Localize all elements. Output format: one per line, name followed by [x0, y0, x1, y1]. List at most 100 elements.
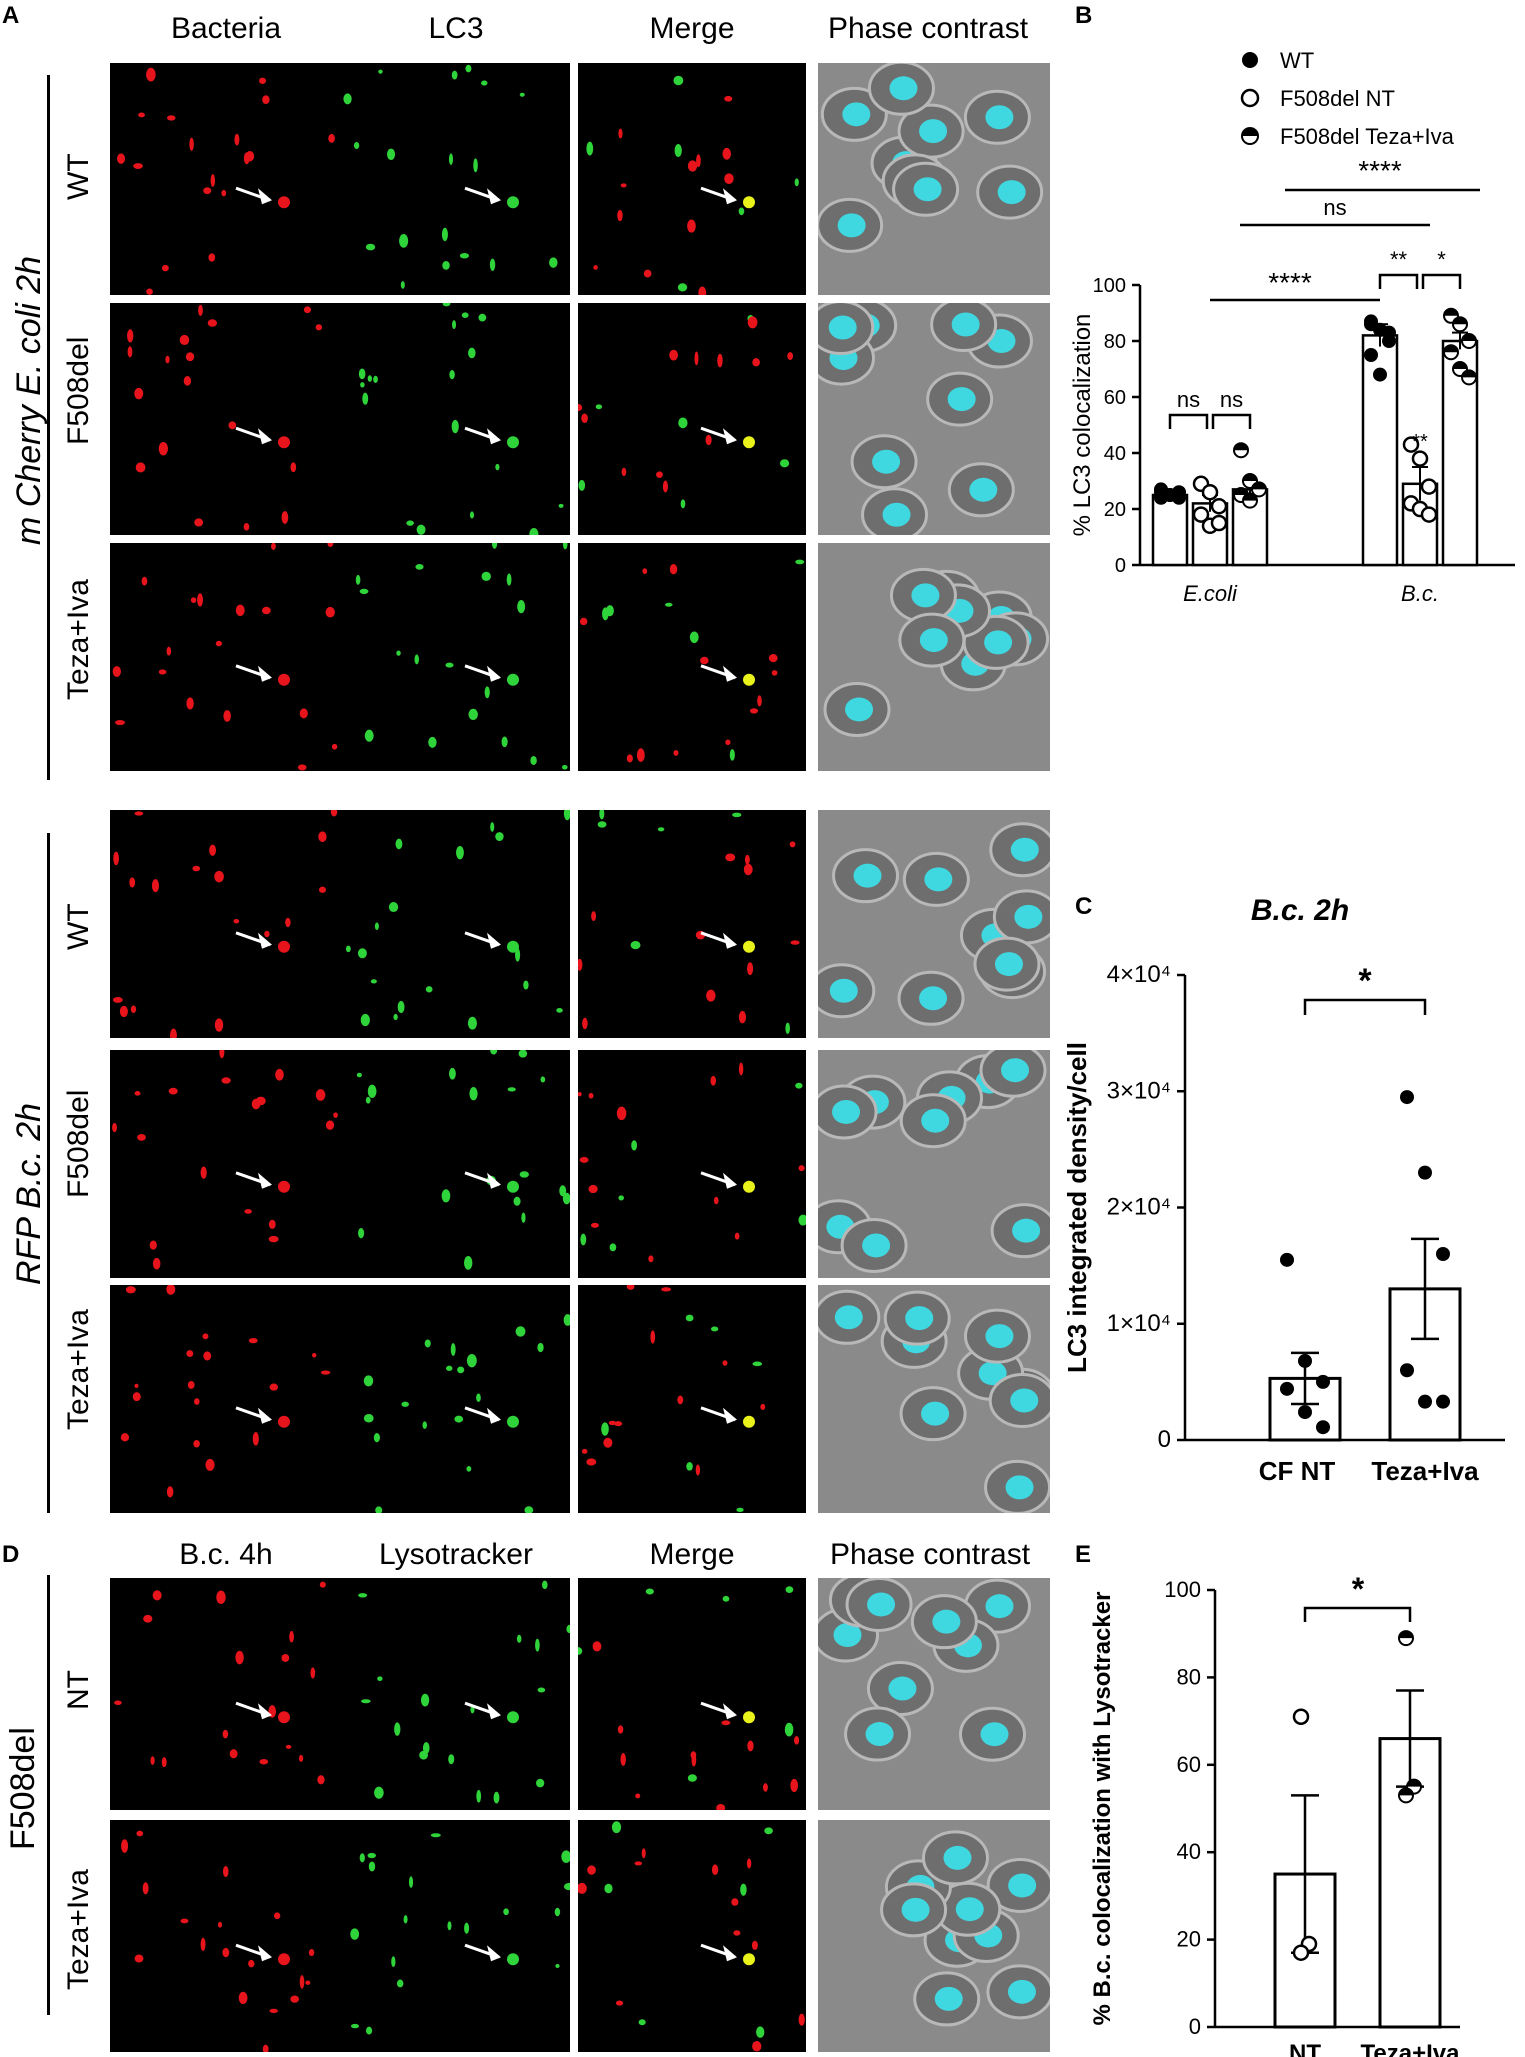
puncta	[112, 1122, 117, 1133]
arrow-head	[723, 188, 737, 205]
puncta	[645, 1588, 654, 1595]
puncta	[216, 1590, 226, 1604]
puncta	[114, 1700, 122, 1706]
puncta	[361, 1699, 371, 1704]
data-point-half	[1399, 1631, 1413, 1639]
puncta	[259, 77, 267, 84]
data-point-half	[1444, 345, 1458, 353]
puncta	[235, 604, 245, 617]
nucleus	[1010, 1388, 1039, 1413]
sig-ecoli-wt-nt	[1168, 413, 1209, 429]
puncta	[297, 764, 307, 771]
puncta	[441, 1189, 451, 1203]
nucleus	[932, 1609, 961, 1634]
puncta	[626, 754, 633, 763]
nucleus	[985, 105, 1014, 130]
group-label: E.coli	[1183, 581, 1238, 606]
nucleus	[919, 986, 948, 1011]
puncta	[648, 1255, 654, 1263]
nucleus	[853, 863, 882, 888]
data-point	[1280, 1381, 1294, 1396]
puncta	[578, 958, 583, 971]
nucleus	[921, 1108, 950, 1133]
puncta	[117, 153, 126, 164]
puncta	[669, 349, 678, 361]
y-tick-label: 60	[1104, 387, 1126, 409]
puncta	[269, 2008, 278, 2014]
puncta	[273, 1912, 281, 1920]
puncta	[588, 1092, 594, 1099]
puncta	[228, 421, 237, 430]
data-point-half	[1243, 493, 1257, 501]
micrograph-canvas	[578, 1062, 806, 1263]
puncta	[325, 606, 335, 618]
data-point-half	[1399, 1788, 1413, 1796]
puncta	[183, 376, 192, 386]
puncta	[134, 387, 144, 400]
arrow-head	[258, 188, 272, 205]
puncta	[130, 1005, 137, 1013]
puncta	[724, 173, 734, 185]
micrograph-r0-c1	[342, 63, 570, 295]
puncta	[593, 265, 598, 270]
puncta	[751, 1940, 758, 1950]
puncta	[710, 1326, 719, 1332]
micrograph-r2-c3	[818, 543, 1050, 771]
puncta	[132, 1392, 141, 1402]
puncta	[351, 2023, 360, 2029]
data-point	[1233, 442, 1249, 459]
puncta	[345, 945, 351, 953]
puncta	[166, 1486, 174, 1498]
data-point-half	[1243, 474, 1257, 481]
puncta	[210, 174, 216, 187]
data-point	[1298, 1405, 1312, 1420]
puncta	[285, 917, 291, 928]
puncta	[521, 1212, 526, 1223]
puncta	[223, 710, 231, 722]
data-point	[1436, 1394, 1450, 1409]
puncta	[595, 404, 603, 410]
arrow-head	[487, 1945, 501, 1962]
puncta	[469, 511, 475, 519]
puncta	[489, 258, 496, 271]
puncta	[481, 571, 491, 582]
d-col-header-lysotracker: Lysotracker	[379, 1538, 533, 1571]
micrograph-r1-c1	[342, 303, 570, 535]
puncta	[626, 1285, 635, 1290]
puncta	[378, 69, 383, 74]
data-point-half	[1453, 362, 1467, 369]
puncta	[445, 1365, 453, 1371]
puncta	[590, 1222, 599, 1228]
puncta	[556, 1008, 563, 1013]
data-point	[1154, 490, 1168, 505]
data-point	[1400, 1363, 1414, 1378]
puncta	[331, 743, 338, 750]
puncta	[591, 911, 597, 922]
puncta	[333, 1112, 338, 1118]
arrow-head	[723, 1945, 737, 1962]
puncta	[464, 1255, 473, 1270]
puncta	[252, 1432, 259, 1446]
target-puncta	[507, 436, 519, 449]
puncta	[563, 810, 570, 821]
sig-ecoli-wt-nt-label: ns	[1177, 387, 1200, 412]
puncta	[134, 1954, 144, 1963]
puncta	[281, 511, 289, 524]
d-row-label-nt: NT	[62, 1670, 95, 1710]
puncta	[481, 80, 488, 86]
puncta	[359, 1853, 365, 1863]
data-point-half	[1234, 488, 1248, 495]
puncta	[290, 462, 297, 473]
puncta	[186, 1350, 194, 1358]
micrograph-r0-c3	[818, 63, 1050, 295]
data-point-half	[1444, 308, 1458, 316]
puncta	[798, 1214, 806, 1226]
puncta	[414, 654, 419, 665]
data-point	[1210, 514, 1228, 532]
puncta	[388, 901, 399, 913]
puncta	[674, 143, 682, 158]
puncta	[686, 1462, 693, 1471]
puncta	[698, 286, 707, 295]
puncta	[579, 617, 588, 626]
legend-entry: F508del Teza+Iva	[1280, 124, 1455, 149]
